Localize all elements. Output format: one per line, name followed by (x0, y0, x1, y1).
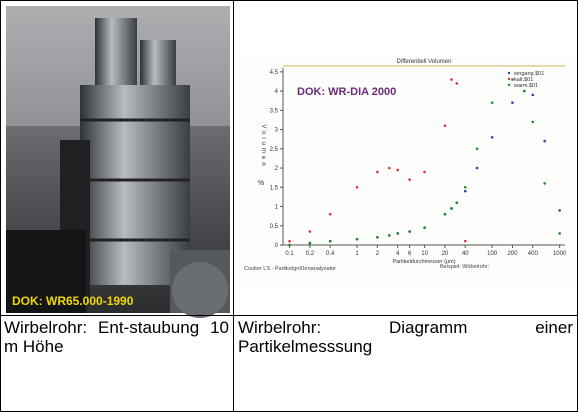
y-tick-label: 3.5 (270, 108, 279, 114)
data-point (523, 90, 526, 93)
data-point (491, 136, 494, 139)
data-point (423, 171, 426, 174)
data-point (558, 209, 561, 212)
data-point (444, 213, 447, 216)
caption: Wirbelrohr: Diagramm einer Partikelmesss… (238, 318, 573, 356)
data-point (309, 230, 312, 233)
data-point (531, 121, 534, 124)
chart-image: Differentiell Volumen00.511.522.533.544.… (240, 55, 575, 285)
page: DOK: WR65.000-1990 Differentiell Volumen… (0, 0, 578, 412)
data-point (408, 178, 411, 181)
y-axis-unit: % (258, 180, 264, 187)
data-point (376, 171, 379, 174)
y-tick-label: 0.5 (270, 224, 279, 230)
chart-title: Differentiell Volumen (397, 59, 452, 65)
data-point (464, 240, 467, 243)
data-point (543, 140, 546, 143)
data-point (450, 78, 453, 81)
data-point (329, 213, 332, 216)
data-point (543, 182, 546, 185)
data-point (423, 226, 426, 229)
data-point (476, 167, 479, 170)
data-point (464, 186, 467, 189)
x-tick-label: 1000 (553, 251, 567, 257)
data-point (491, 101, 494, 104)
photo: DOK: WR65.000-1990 (6, 6, 230, 318)
data-point (464, 190, 467, 193)
data-point (388, 234, 391, 237)
data-point (356, 238, 359, 241)
data-point (456, 201, 459, 204)
data-point (329, 240, 332, 243)
data-point (456, 82, 459, 85)
annotation: DOK: WR-DIA 2000 (297, 86, 396, 98)
legend-marker (508, 72, 510, 74)
x-tick-label: 20 (442, 251, 449, 257)
data-point (531, 94, 534, 97)
x-tick-label: 10 (421, 251, 428, 257)
data-point (511, 101, 514, 104)
data-point (288, 240, 291, 243)
data-point (288, 244, 291, 247)
x-tick-label: 40 (462, 251, 469, 257)
legend-marker (508, 78, 510, 80)
legend-label: warm.$01 (513, 83, 538, 89)
data-point (408, 230, 411, 233)
footer: Coulter LS - Partikelgrößenanalysator (244, 266, 336, 272)
x-tick-label: 100 (487, 251, 498, 257)
data-point (396, 169, 399, 172)
y-axis-label: Volumen (260, 124, 266, 168)
data-point (450, 207, 453, 210)
data-point (558, 232, 561, 235)
data-point (376, 236, 379, 239)
y-tick-label: 1.5 (270, 185, 279, 191)
x-tick-label: 0.4 (326, 251, 335, 257)
x-tick-label: 200 (507, 251, 518, 257)
footer-note: Beispiel: Wirbelrohr: (440, 264, 490, 270)
photo-label: DOK: WR65.000-1990 (12, 294, 134, 308)
data-point (511, 78, 514, 81)
data-point (309, 242, 312, 245)
x-tick-label: 400 (528, 251, 539, 257)
data-point (388, 167, 391, 170)
y-tick-label: 4.5 (270, 70, 279, 76)
data-point (396, 232, 399, 235)
data-point (356, 186, 359, 189)
data-point (444, 124, 447, 127)
caption: Wirbelrohr: Ent-staubung 10 m Höhe (4, 318, 229, 356)
legend-marker (508, 84, 510, 86)
x-tick-label: 0.2 (306, 251, 315, 257)
data-point (476, 148, 479, 151)
x-tick-label: 0.1 (285, 251, 294, 257)
y-tick-label: 2.5 (270, 147, 279, 153)
